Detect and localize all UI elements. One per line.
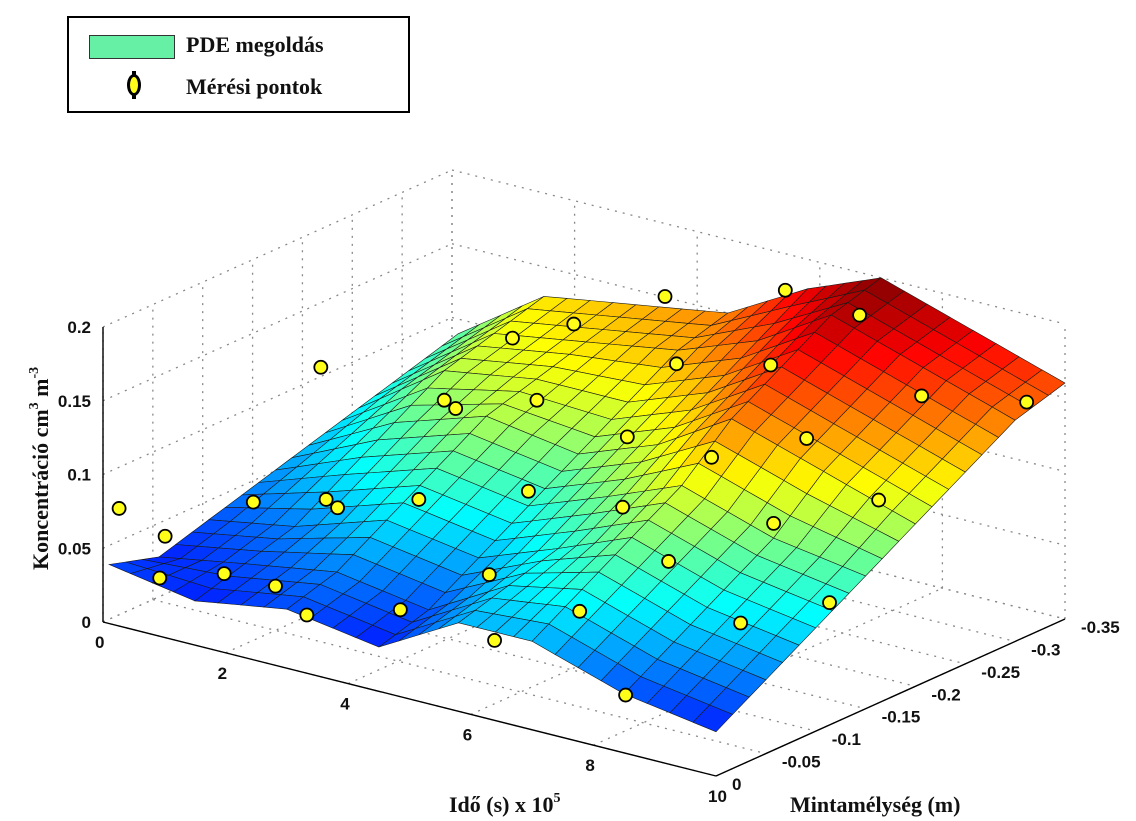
y-tick-label: -0.15	[882, 708, 921, 727]
measurement-point	[572, 603, 588, 619]
svg-text:Koncentráció cm3 m-3: Koncentráció cm3 m-3	[27, 367, 53, 570]
measurement-point	[566, 316, 582, 332]
measurement-point	[111, 501, 127, 516]
legend-marker-icon	[127, 71, 141, 99]
y-tick-label: 0	[732, 775, 741, 794]
measurement-point	[330, 500, 345, 516]
legend-label-points: Mérési pontok	[186, 74, 323, 99]
measurement-point	[505, 330, 520, 346]
legend-item-surface: PDE megoldás	[69, 26, 408, 64]
z-tick-label: 0.15	[58, 392, 91, 411]
z-tick-label: 0.1	[67, 466, 91, 485]
measurement-point	[766, 515, 782, 531]
measurement-point	[216, 566, 232, 582]
legend-item-points: Mérési pontok	[69, 68, 408, 106]
measurement-point	[661, 554, 676, 569]
measurement-point	[521, 483, 536, 499]
measurement-point	[1019, 394, 1035, 410]
measurement-point	[763, 357, 779, 373]
surface-mesh	[108, 277, 1066, 733]
gridline-floor-y	[152, 598, 767, 755]
measurement-points	[111, 282, 1035, 703]
y-axis-line	[715, 618, 1066, 777]
measurement-point	[529, 392, 545, 408]
x-tick-label: 10	[708, 787, 727, 806]
measurement-point	[733, 615, 749, 631]
measurement-point	[313, 359, 329, 375]
gridline-back-z	[451, 243, 1066, 399]
y-tick-label: -0.35	[1081, 618, 1120, 637]
legend: PDE megoldás Mérési pontok	[67, 16, 410, 113]
x-tick-label: 8	[585, 756, 594, 775]
measurement-point	[799, 431, 815, 446]
chart-axes	[102, 327, 1066, 777]
measurement-point	[914, 388, 930, 404]
gridline-back-z	[451, 169, 1066, 325]
gridline-left-z	[102, 169, 453, 328]
y-tick-label: -0.3	[1031, 640, 1060, 659]
z-tick-label: 0	[82, 613, 91, 632]
x-tick-label: 4	[340, 695, 350, 714]
measurement-point	[268, 578, 283, 594]
y-tick-label: -0.2	[931, 685, 960, 704]
x-tick-label: 0	[95, 633, 104, 652]
measurement-point	[615, 499, 631, 515]
y-tick-label: -0.25	[981, 663, 1020, 682]
y-axis-label: Mintamélység (m)	[790, 792, 960, 817]
z-tick-label: 0.05	[58, 539, 91, 558]
x-tick-label: 6	[463, 725, 472, 744]
measurement-point	[777, 282, 793, 298]
surface-cell	[692, 704, 734, 733]
measurement-point	[157, 528, 173, 544]
z-axis-label: Koncentráció cm3 m-3	[27, 367, 53, 570]
x-tick-label: 2	[218, 664, 227, 683]
measurement-point	[657, 289, 673, 304]
measurement-point	[448, 401, 464, 416]
x-axis-line	[102, 621, 717, 777]
measurement-point	[704, 449, 719, 465]
legend-surface-swatch	[89, 35, 175, 59]
measurement-point	[619, 429, 635, 445]
y-tick-label: -0.1	[832, 730, 861, 749]
measurement-point	[618, 687, 634, 703]
measurement-point	[669, 356, 684, 372]
measurement-point	[299, 607, 315, 623]
measurement-point	[411, 492, 427, 507]
x-axis-label: Idő (s) x 105	[449, 791, 561, 817]
measurement-point	[152, 570, 168, 586]
measurement-point	[822, 595, 837, 611]
measurement-point	[318, 492, 334, 507]
measurement-point	[392, 602, 408, 618]
measurement-point	[487, 633, 502, 648]
z-tick-label: 0.2	[67, 318, 91, 337]
y-tick-label: -0.05	[782, 753, 821, 772]
measurement-point	[852, 307, 868, 323]
tick-labels: 0 2 4 6 8 10 0 -0.05 -0.1 -0.15 -0.2 -0.25 -0.3 -0.35…	[58, 318, 1120, 806]
measurement-point	[245, 494, 261, 510]
measurement-point	[871, 492, 887, 508]
measurement-point	[436, 392, 452, 408]
legend-label-surface: PDE megoldás	[186, 32, 324, 57]
measurement-point	[481, 567, 497, 583]
